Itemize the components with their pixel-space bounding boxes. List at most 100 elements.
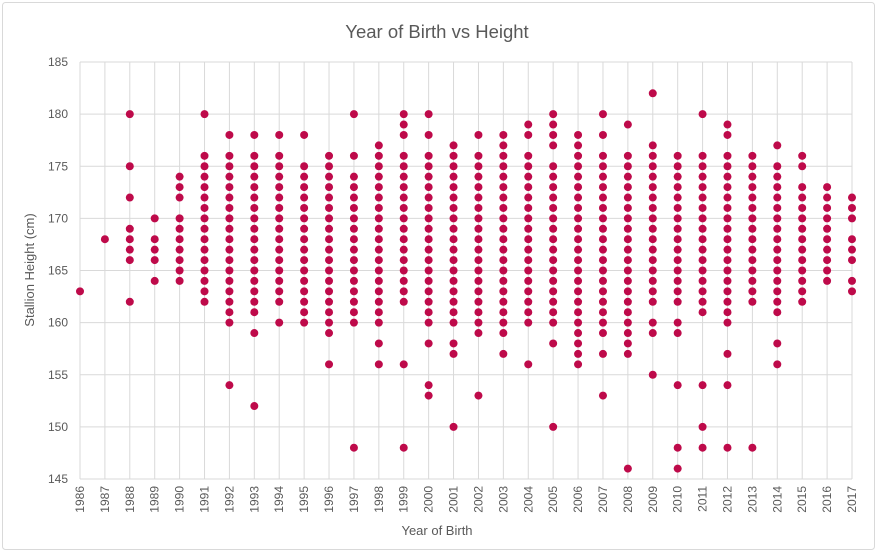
- data-point: [399, 256, 408, 265]
- y-tick-label: 145: [48, 472, 68, 486]
- x-axis-title: Year of Birth: [401, 523, 472, 538]
- data-point: [623, 329, 632, 338]
- data-point: [524, 360, 533, 369]
- data-point: [349, 110, 358, 119]
- data-point: [200, 172, 209, 181]
- data-point: [773, 193, 782, 202]
- data-point: [474, 130, 483, 139]
- data-point: [449, 349, 458, 358]
- data-point: [125, 110, 134, 119]
- data-point: [300, 162, 309, 171]
- data-point: [673, 151, 682, 160]
- data-point: [574, 318, 583, 327]
- data-point: [399, 110, 408, 119]
- data-point: [374, 360, 383, 369]
- data-point: [698, 110, 707, 119]
- data-point: [549, 256, 558, 265]
- data-point: [250, 203, 259, 212]
- data-point: [549, 318, 558, 327]
- data-point: [574, 266, 583, 275]
- data-point: [748, 443, 757, 452]
- y-tick-label: 150: [48, 420, 68, 434]
- data-point: [648, 172, 657, 181]
- data-point: [474, 162, 483, 171]
- data-point: [499, 256, 508, 265]
- data-point: [748, 266, 757, 275]
- data-point: [399, 130, 408, 139]
- data-point: [574, 224, 583, 233]
- data-point: [499, 183, 508, 192]
- data-point: [275, 193, 284, 202]
- data-point: [175, 266, 184, 275]
- data-point: [698, 162, 707, 171]
- data-point: [499, 141, 508, 150]
- data-point: [574, 308, 583, 317]
- data-point: [275, 130, 284, 139]
- data-point: [349, 308, 358, 317]
- data-point: [374, 266, 383, 275]
- data-point: [723, 308, 732, 317]
- data-point: [524, 172, 533, 181]
- data-point: [698, 287, 707, 296]
- x-tick-label: 1993: [247, 486, 261, 513]
- data-point: [798, 245, 807, 254]
- data-point: [648, 141, 657, 150]
- data-point: [449, 308, 458, 317]
- data-point: [648, 256, 657, 265]
- data-point: [424, 339, 433, 348]
- data-point: [524, 120, 533, 129]
- data-point: [524, 276, 533, 285]
- data-point: [449, 245, 458, 254]
- data-point: [399, 203, 408, 212]
- data-point: [598, 193, 607, 202]
- x-tick-label: 2011: [696, 486, 710, 512]
- data-point: [399, 245, 408, 254]
- data-point: [449, 422, 458, 431]
- data-point: [374, 214, 383, 223]
- data-point: [175, 256, 184, 265]
- data-point: [275, 183, 284, 192]
- data-point: [673, 297, 682, 306]
- data-point: [325, 360, 334, 369]
- data-point: [499, 214, 508, 223]
- data-point: [325, 203, 334, 212]
- data-point: [225, 224, 234, 233]
- data-point: [524, 308, 533, 317]
- data-point: [449, 214, 458, 223]
- data-point: [250, 297, 259, 306]
- data-point: [598, 308, 607, 317]
- data-point: [698, 151, 707, 160]
- data-point: [325, 256, 334, 265]
- data-point: [275, 245, 284, 254]
- data-point: [673, 443, 682, 452]
- data-point: [574, 151, 583, 160]
- data-point: [598, 297, 607, 306]
- data-point: [374, 245, 383, 254]
- data-point: [424, 203, 433, 212]
- data-point: [623, 172, 632, 181]
- data-point: [773, 297, 782, 306]
- data-point: [150, 235, 159, 244]
- data-point: [325, 308, 334, 317]
- data-point: [424, 224, 433, 233]
- x-axis-ticks: 1986 1987 1988 1989 1990 1991 1992 1993 1994 1995…: [73, 486, 859, 513]
- data-point: [723, 120, 732, 129]
- data-point: [349, 172, 358, 181]
- data-point: [250, 245, 259, 254]
- data-point: [449, 297, 458, 306]
- data-point: [449, 318, 458, 327]
- data-point: [449, 203, 458, 212]
- data-point: [623, 318, 632, 327]
- data-point: [598, 329, 607, 338]
- data-point: [748, 151, 757, 160]
- x-tick-label: 1986: [73, 486, 87, 513]
- data-point: [698, 193, 707, 202]
- data-point: [399, 183, 408, 192]
- data-point: [648, 266, 657, 275]
- data-point: [698, 266, 707, 275]
- data-point: [250, 214, 259, 223]
- data-point: [698, 183, 707, 192]
- data-point: [574, 162, 583, 171]
- data-point: [524, 245, 533, 254]
